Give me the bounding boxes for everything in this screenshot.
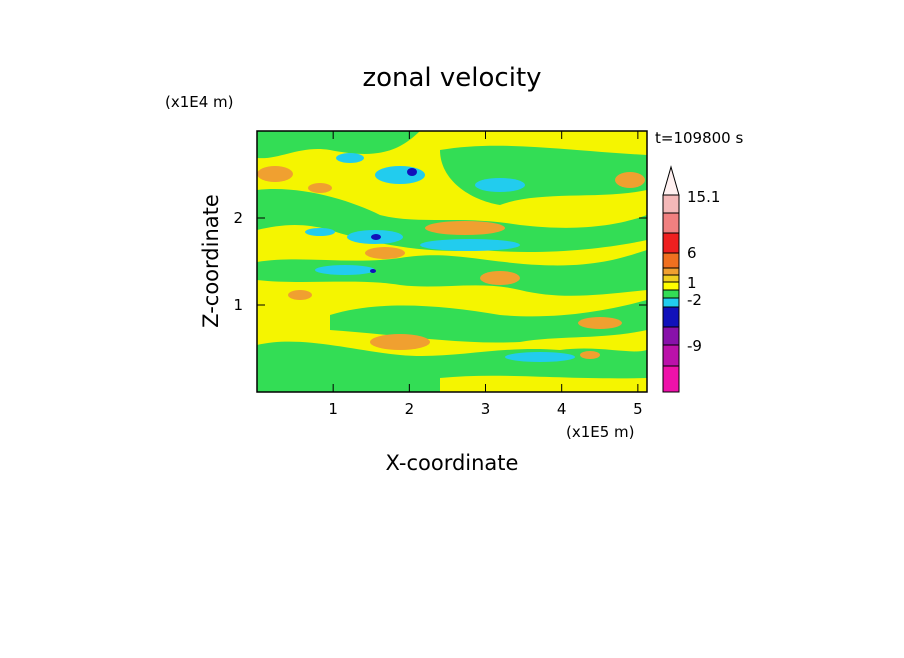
x-tick-label: 4 <box>557 400 567 418</box>
x-tick-label: 3 <box>481 400 491 418</box>
colorbar-label: 6 <box>687 244 697 262</box>
time-label: t=109800 s <box>655 129 743 147</box>
colorbar <box>662 165 680 393</box>
plot-frame <box>256 130 648 393</box>
x-tick-label: 1 <box>328 400 338 418</box>
x-axis-title: X-coordinate <box>386 451 519 475</box>
y-tick-label: 1 <box>233 296 243 314</box>
x-unit: (x1E5 m) <box>566 423 635 441</box>
x-tick-label: 2 <box>405 400 415 418</box>
y-unit: (x1E4 m) <box>165 93 234 111</box>
y-axis-title: Z-coordinate <box>199 194 223 328</box>
colorbar-label: -2 <box>687 291 702 309</box>
x-tick-label: 5 <box>633 400 643 418</box>
colorbar-label: 1 <box>687 274 697 292</box>
chart-title: zonal velocity <box>362 63 541 93</box>
colorbar-label: -9 <box>687 337 702 355</box>
colorbar-label: 15.1 <box>687 188 720 206</box>
contour-field <box>257 131 647 392</box>
y-tick-label: 2 <box>233 209 243 227</box>
